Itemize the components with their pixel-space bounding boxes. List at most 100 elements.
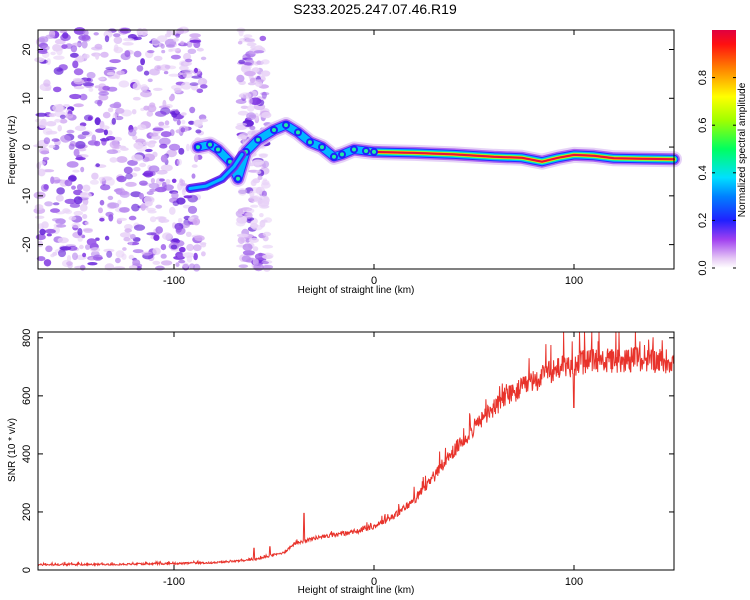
noise-blob	[100, 51, 109, 58]
noise-blob	[151, 38, 160, 46]
noise-blob	[42, 156, 50, 161]
noise-blob	[95, 237, 100, 241]
noise-blob	[133, 50, 142, 58]
noise-blob	[242, 243, 253, 251]
noise-blob	[50, 51, 56, 56]
noise-blob	[181, 81, 192, 90]
noise-blob	[73, 85, 85, 90]
noise-blob	[122, 247, 127, 251]
noise-blob	[99, 138, 110, 142]
noise-blob	[104, 235, 110, 241]
noise-blob	[98, 91, 110, 96]
noise-blob	[261, 59, 270, 65]
colorbar-tick-label: 0.4	[697, 165, 709, 180]
snr-ticks: -100 0 100 0 200 400 600 800	[21, 329, 674, 588]
noise-blob	[117, 199, 122, 205]
noise-blob	[241, 63, 246, 72]
noise-blob	[250, 222, 259, 229]
noise-blob	[106, 178, 115, 186]
noise-blob	[164, 64, 171, 69]
noise-blob	[144, 201, 153, 207]
noise-blob	[150, 178, 155, 184]
noise-blob	[71, 185, 76, 190]
noise-blob	[130, 191, 142, 198]
noise-blob	[46, 58, 51, 65]
noise-blob	[128, 254, 134, 260]
noise-blob	[153, 87, 163, 91]
noise-blob	[94, 117, 101, 126]
noise-blob	[255, 169, 262, 175]
noise-blob	[69, 93, 82, 100]
x-tick-label: 0	[371, 576, 377, 588]
noise-blob	[102, 85, 111, 91]
noise-blob	[155, 265, 165, 271]
noise-blob	[72, 60, 79, 69]
noise-blob	[142, 141, 152, 146]
noise-blob	[160, 164, 173, 172]
noise-blob	[33, 191, 46, 199]
noise-blob	[45, 87, 51, 91]
ridge-node	[254, 135, 262, 144]
noise-blob	[40, 184, 49, 192]
noise-blob	[34, 57, 45, 63]
ridge-node	[234, 174, 242, 183]
ridge-node	[214, 145, 222, 154]
noise-blob	[173, 87, 182, 94]
noise-blob	[107, 107, 114, 113]
noise-blob	[139, 192, 144, 200]
noise-blob	[34, 215, 45, 219]
noise-blob	[144, 148, 153, 153]
noise-blob	[152, 260, 161, 265]
noise-blob	[163, 71, 169, 75]
noise-blob	[159, 143, 168, 149]
noise-blob	[57, 237, 69, 244]
noise-blob	[60, 134, 71, 143]
noise-blob	[241, 255, 251, 262]
noise-blob	[42, 128, 53, 136]
noise-blob	[176, 28, 185, 35]
ridge-node	[194, 143, 202, 152]
noise-blob	[45, 245, 53, 253]
noise-blob	[125, 173, 133, 180]
ridge-node	[350, 145, 358, 154]
noise-blob	[248, 97, 253, 105]
noise-blob	[183, 195, 193, 199]
noise-blob	[164, 38, 177, 47]
noise-blob	[75, 157, 86, 161]
noise-blob	[128, 239, 133, 246]
noise-blob	[196, 88, 204, 94]
noise-blob	[107, 130, 113, 136]
noise-blob	[155, 226, 163, 234]
noise-blob	[82, 82, 95, 87]
noise-blob	[171, 191, 179, 200]
noise-blob	[51, 218, 61, 222]
noise-blob	[123, 37, 135, 42]
x-tick-label: 100	[565, 275, 583, 287]
noise-blob	[63, 104, 70, 108]
noise-blob	[160, 253, 167, 259]
noise-blob	[164, 120, 170, 126]
ridge-node	[270, 126, 278, 134]
noise-blob	[87, 262, 98, 266]
noise-blob	[249, 125, 256, 131]
noise-blob	[166, 149, 177, 158]
noise-blob	[73, 210, 84, 216]
noise-blob	[181, 69, 194, 75]
snr-ylabel: SNR (10 * v/v)	[7, 418, 18, 482]
noise-blob	[109, 103, 122, 109]
noise-blob	[95, 53, 100, 60]
noise-blob	[64, 179, 73, 187]
colorbar-gradient	[712, 30, 736, 268]
noise-blob	[73, 189, 83, 196]
noise-blob	[62, 208, 71, 214]
noise-blob	[73, 148, 80, 157]
noise-blob	[99, 125, 110, 130]
noise-blob	[36, 256, 46, 262]
noise-blob	[161, 49, 166, 54]
y-tick-label: 0	[21, 144, 33, 150]
noise-blob	[140, 84, 149, 92]
noise-blob	[94, 140, 101, 147]
noise-blob	[68, 143, 75, 150]
noise-blob	[56, 224, 67, 228]
noise-blob	[55, 194, 64, 202]
